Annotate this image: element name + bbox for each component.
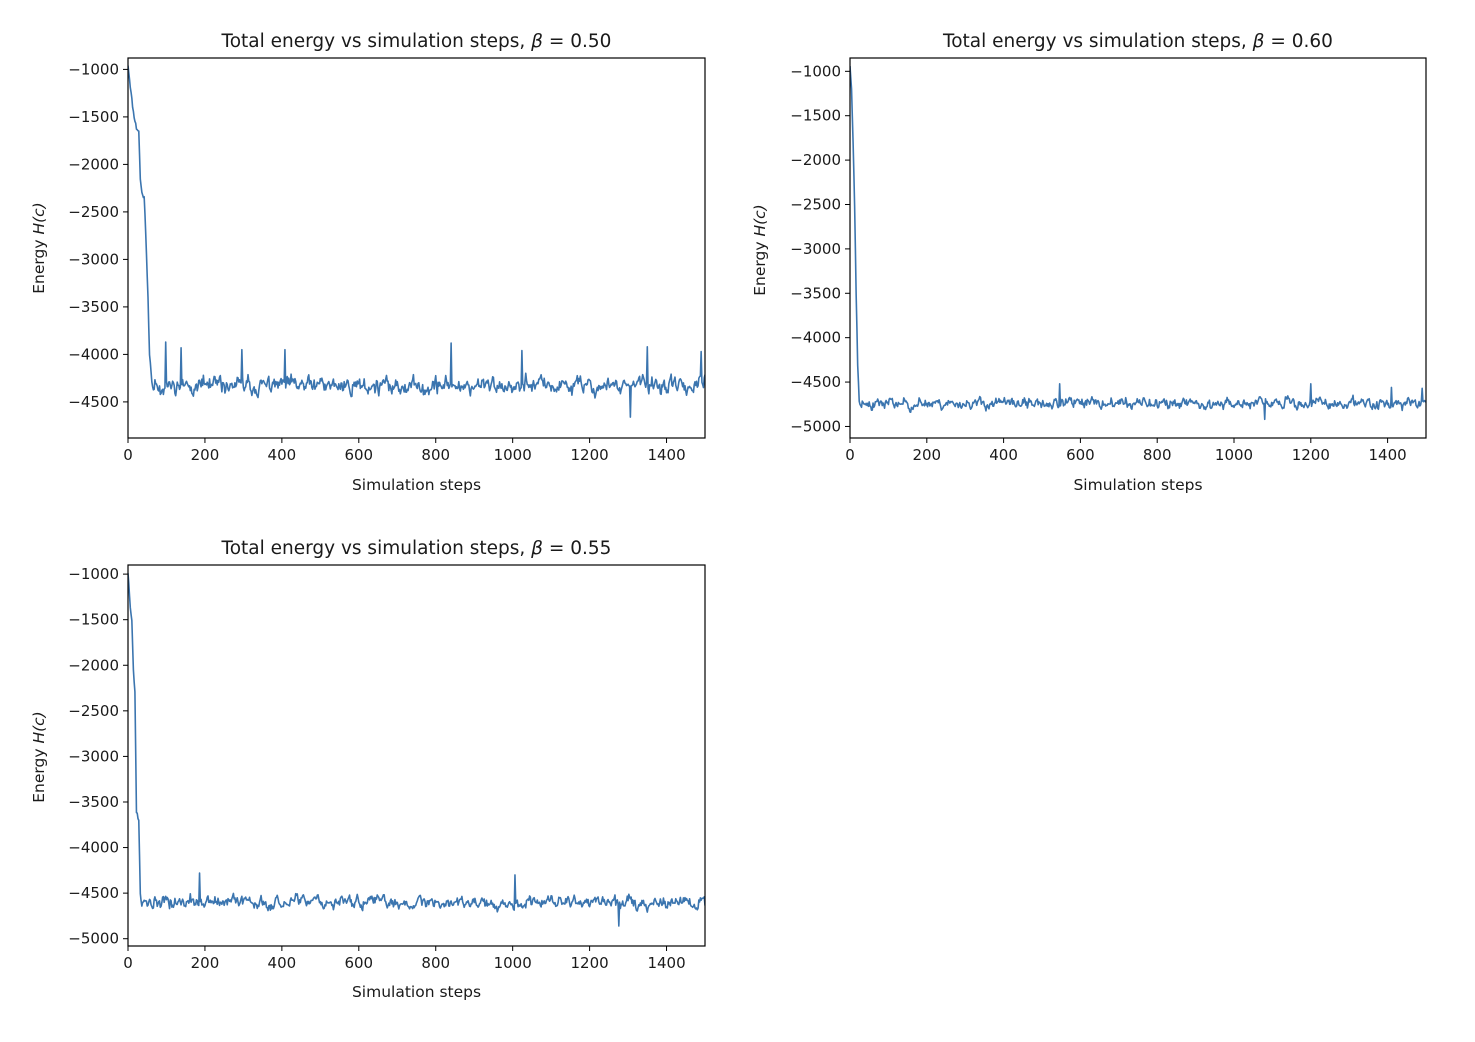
x-tick-label: 600: [1066, 446, 1095, 464]
y-tick-label: −4500: [68, 884, 119, 902]
x-tick-label: 200: [191, 954, 220, 972]
x-axis-label: Simulation steps: [1073, 476, 1202, 494]
x-tick-label: 400: [268, 446, 297, 464]
y-tick-label: −2000: [68, 656, 119, 674]
x-tick-label: 1400: [647, 954, 685, 972]
y-tick-label: −4500: [790, 373, 841, 391]
x-tick-label: 0: [123, 446, 133, 464]
y-tick-label: −3000: [68, 250, 119, 268]
y-tick-label: −2500: [68, 203, 119, 221]
y-tick-label: −4500: [68, 393, 119, 411]
chart-svg-beta-060: Total energy vs simulation steps, β = 0.…: [751, 31, 1427, 494]
y-tick-label: −1500: [68, 108, 119, 126]
x-tick-label: 400: [989, 446, 1018, 464]
y-tick-label: −1000: [68, 60, 119, 78]
chart-panel-beta-055: Total energy vs simulation steps, β = 0.…: [0, 519, 737, 1038]
x-tick-label: 600: [344, 446, 373, 464]
y-tick-label: −3500: [790, 284, 841, 302]
x-tick-label: 1400: [1369, 446, 1407, 464]
chart-svg-beta-050: Total energy vs simulation steps, β = 0.…: [30, 31, 706, 494]
chart-title: Total energy vs simulation steps, β = 0.…: [942, 31, 1333, 52]
y-tick-label: −4000: [68, 839, 119, 857]
x-tick-label: 800: [421, 446, 450, 464]
plot-frame: [849, 57, 1427, 439]
x-axis-label: Simulation steps: [352, 983, 481, 1001]
x-tick-label: 1200: [571, 446, 609, 464]
x-tick-label: 1000: [1215, 446, 1253, 464]
x-tick-label: 1400: [647, 446, 685, 464]
y-axis-label: Energy H(c): [30, 202, 48, 293]
y-tick-label: −1500: [68, 611, 119, 629]
y-axis-label: Energy H(c): [30, 711, 48, 802]
y-tick-label: −3500: [68, 298, 119, 316]
energy-series-line: [128, 573, 705, 927]
x-tick-label: 1200: [1292, 446, 1330, 464]
x-tick-label: 200: [191, 446, 220, 464]
plot-frame: [127, 564, 706, 947]
x-tick-label: 1000: [494, 954, 532, 972]
x-tick-label: 800: [1143, 446, 1172, 464]
chart-svg-beta-055: Total energy vs simulation steps, β = 0.…: [30, 538, 706, 1001]
y-tick-label: −5000: [68, 930, 119, 948]
chart-panel-beta-060: Total energy vs simulation steps, β = 0.…: [737, 0, 1475, 519]
y-tick-label: −3000: [68, 747, 119, 765]
y-tick-label: −4000: [68, 345, 119, 363]
x-tick-label: 800: [421, 954, 450, 972]
x-tick-label: 200: [912, 446, 941, 464]
energy-series-line: [850, 65, 1426, 421]
chart-title: Total energy vs simulation steps, β = 0.…: [221, 31, 612, 52]
y-tick-label: −2500: [68, 702, 119, 720]
x-axis-label: Simulation steps: [352, 476, 481, 494]
x-tick-label: 400: [268, 954, 297, 972]
x-tick-label: 0: [845, 446, 855, 464]
y-tick-label: −3000: [790, 240, 841, 258]
y-tick-label: −1000: [790, 62, 841, 80]
x-tick-label: 1200: [571, 954, 609, 972]
y-tick-label: −1000: [68, 565, 119, 583]
y-tick-label: −2500: [790, 195, 841, 213]
x-tick-label: 600: [344, 954, 373, 972]
y-tick-label: −2000: [68, 155, 119, 173]
y-tick-label: −3500: [68, 793, 119, 811]
chart-title: Total energy vs simulation steps, β = 0.…: [221, 538, 612, 559]
x-tick-label: 1000: [494, 446, 532, 464]
x-tick-label: 0: [123, 954, 133, 972]
energy-series-line: [128, 65, 705, 418]
y-tick-label: −2000: [790, 151, 841, 169]
y-axis-label: Energy H(c): [751, 204, 769, 295]
y-tick-label: −5000: [790, 417, 841, 435]
y-tick-label: −4000: [790, 329, 841, 347]
chart-panel-beta-050: Total energy vs simulation steps, β = 0.…: [0, 0, 737, 519]
y-tick-label: −1500: [790, 107, 841, 125]
plot-frame: [127, 57, 706, 439]
